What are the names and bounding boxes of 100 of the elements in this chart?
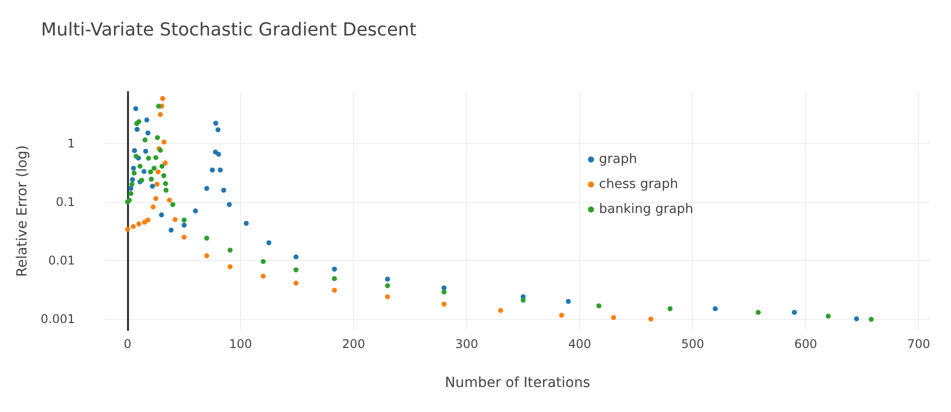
point: [159, 212, 164, 218]
point: [566, 298, 571, 304]
point: [129, 182, 134, 187]
point: [204, 236, 210, 241]
y-tick-label: 0.1: [56, 194, 75, 209]
point: [162, 160, 168, 166]
point: [559, 312, 564, 318]
point: [266, 240, 272, 246]
point: [218, 167, 223, 172]
point: [154, 135, 160, 140]
point: [128, 186, 134, 191]
point: [260, 258, 266, 264]
y-tick-label: 0.01: [48, 253, 75, 268]
point: [868, 316, 874, 322]
point: [150, 184, 155, 189]
point: [204, 253, 210, 258]
point: [294, 267, 298, 272]
point: [854, 316, 860, 322]
point: [142, 220, 148, 225]
legend-label: chess graph: [599, 177, 678, 192]
point: [385, 283, 390, 288]
point: [498, 308, 504, 313]
x-tick-label: 0: [124, 337, 132, 351]
point: [244, 220, 249, 226]
point: [168, 228, 174, 233]
point: [668, 306, 673, 312]
legend-label: banking graph: [599, 202, 694, 217]
legend-label: graph: [599, 152, 638, 167]
y-axis-title: Relative Error (log): [14, 145, 31, 277]
x-tick-label: 300: [455, 337, 478, 351]
point: [442, 289, 447, 294]
point: [153, 155, 158, 160]
point: [132, 170, 137, 176]
point: [228, 264, 233, 270]
x-tick-label: 600: [794, 337, 818, 351]
point: [158, 112, 163, 117]
point: [153, 196, 158, 202]
point: [150, 204, 156, 210]
point: [148, 169, 154, 174]
point: [216, 152, 222, 157]
point: [145, 130, 150, 136]
point: [332, 288, 337, 293]
point: [144, 117, 150, 122]
point: [156, 169, 161, 174]
point: [159, 164, 164, 169]
x-tick-label: 200: [342, 337, 366, 351]
point: [182, 218, 187, 223]
point: [226, 202, 232, 208]
point: [756, 310, 761, 315]
point: [192, 208, 198, 214]
point: [132, 148, 137, 154]
point: [145, 218, 150, 223]
point: [164, 188, 169, 193]
point: [148, 176, 154, 182]
point: [161, 173, 166, 178]
chart-title: Multi-Variate Stochastic Gradient Descent: [41, 20, 416, 40]
y-tick-label: 1: [67, 136, 75, 150]
x-tick-label: 100: [229, 337, 252, 351]
point: [163, 181, 168, 186]
point: [204, 186, 210, 191]
point: [228, 248, 233, 253]
point: [138, 164, 143, 169]
point: [128, 190, 134, 196]
point: [294, 254, 298, 260]
point: [332, 266, 337, 272]
point: [170, 202, 176, 208]
point: [166, 198, 172, 203]
point: [125, 226, 130, 232]
point: [385, 294, 390, 300]
point: [611, 315, 616, 320]
point: [154, 182, 160, 187]
point: [596, 303, 602, 308]
point: [152, 166, 157, 171]
point: [332, 276, 337, 282]
point: [142, 137, 148, 142]
point: [141, 168, 146, 174]
point: [648, 316, 654, 322]
point: [156, 104, 162, 109]
point: [210, 167, 215, 172]
point: [442, 302, 447, 307]
point: [520, 298, 526, 303]
x-tick-label: 700: [907, 337, 930, 351]
point: [136, 221, 142, 226]
point: [130, 177, 135, 182]
point: [294, 280, 298, 286]
x-tick-label: 500: [681, 337, 704, 351]
point: [133, 106, 138, 112]
x-tick-label: 400: [568, 337, 592, 351]
point: [826, 314, 831, 319]
point: [146, 156, 152, 161]
point: [134, 126, 140, 132]
point: [221, 188, 226, 193]
point: [130, 166, 136, 171]
point: [182, 222, 187, 228]
point: [260, 274, 266, 279]
point: [213, 120, 218, 126]
point: [160, 96, 166, 102]
point: [162, 140, 166, 145]
point: [216, 127, 221, 132]
point: [143, 148, 148, 154]
